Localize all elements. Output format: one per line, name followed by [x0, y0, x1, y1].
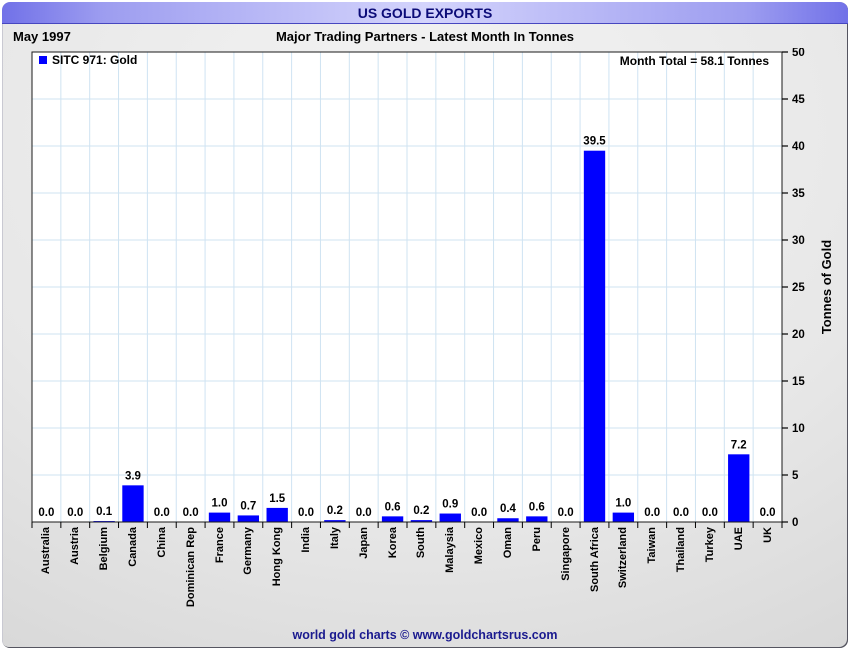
- svg-text:0.0: 0.0: [702, 507, 718, 519]
- svg-text:0.0: 0.0: [67, 507, 83, 519]
- svg-text:0.6: 0.6: [385, 501, 401, 513]
- svg-text:35: 35: [792, 188, 805, 200]
- svg-text:0.0: 0.0: [183, 507, 199, 519]
- svg-text:0.0: 0.0: [760, 507, 776, 519]
- svg-text:0.2: 0.2: [327, 505, 343, 517]
- svg-text:0.0: 0.0: [673, 507, 689, 519]
- svg-text:30: 30: [792, 235, 805, 247]
- svg-text:0.4: 0.4: [500, 503, 517, 515]
- svg-text:0.1: 0.1: [96, 506, 113, 518]
- svg-text:0.0: 0.0: [558, 507, 574, 519]
- svg-text:10: 10: [792, 423, 805, 435]
- svg-text:15: 15: [792, 376, 805, 388]
- svg-text:0.0: 0.0: [356, 507, 372, 519]
- svg-text:0.7: 0.7: [240, 500, 256, 512]
- svg-text:1.0: 1.0: [615, 498, 631, 510]
- svg-text:3.9: 3.9: [125, 470, 141, 482]
- svg-text:7.2: 7.2: [731, 439, 747, 451]
- svg-text:5: 5: [792, 470, 799, 482]
- svg-text:0.0: 0.0: [298, 507, 314, 519]
- svg-text:0.0: 0.0: [644, 507, 660, 519]
- svg-text:20: 20: [792, 329, 805, 341]
- svg-text:50: 50: [792, 48, 805, 59]
- svg-text:0.2: 0.2: [413, 505, 429, 517]
- svg-text:1.5: 1.5: [269, 493, 286, 505]
- svg-text:0.9: 0.9: [442, 499, 458, 511]
- svg-text:0.0: 0.0: [154, 507, 170, 519]
- svg-text:40: 40: [792, 141, 805, 153]
- svg-text:0.0: 0.0: [471, 507, 487, 519]
- svg-text:0: 0: [792, 517, 798, 529]
- svg-text:0.6: 0.6: [529, 501, 545, 513]
- svg-text:0.0: 0.0: [38, 507, 54, 519]
- svg-text:1.0: 1.0: [212, 498, 228, 510]
- svg-text:25: 25: [792, 282, 805, 294]
- svg-text:39.5: 39.5: [583, 136, 606, 148]
- svg-text:45: 45: [792, 94, 805, 106]
